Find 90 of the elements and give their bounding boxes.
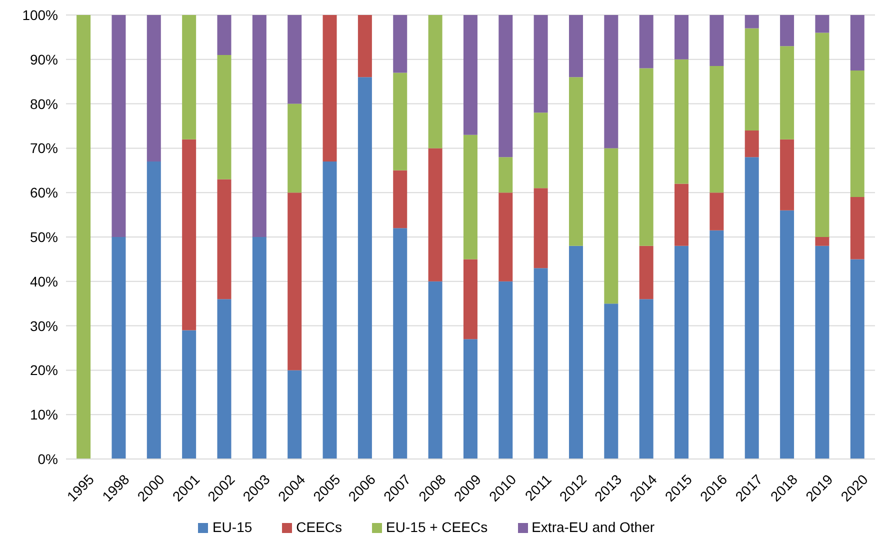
bar bbox=[217, 179, 232, 300]
bar bbox=[534, 268, 548, 459]
bar bbox=[568, 246, 583, 459]
bar bbox=[112, 15, 126, 237]
bar bbox=[288, 192, 302, 370]
bar bbox=[710, 66, 724, 193]
bar bbox=[780, 46, 794, 140]
bar bbox=[710, 192, 724, 230]
bar bbox=[639, 68, 654, 246]
bar bbox=[604, 148, 618, 304]
bar bbox=[252, 237, 266, 459]
legend-label: EU-15 + CEECs bbox=[386, 519, 488, 535]
y-tick-label: 80% bbox=[30, 96, 58, 112]
bar bbox=[393, 228, 408, 459]
y-tick-label: 0% bbox=[38, 450, 58, 467]
bar bbox=[393, 72, 408, 170]
bar bbox=[322, 15, 337, 162]
bar bbox=[393, 170, 408, 228]
bar bbox=[358, 77, 372, 459]
bar bbox=[76, 15, 91, 459]
bar bbox=[217, 54, 232, 180]
bar bbox=[498, 281, 513, 459]
bar bbox=[288, 104, 302, 193]
y-tick-label: 50% bbox=[30, 228, 58, 245]
bar bbox=[393, 15, 408, 73]
bar bbox=[322, 162, 337, 459]
bar bbox=[182, 139, 196, 330]
y-tick-label: 30% bbox=[30, 318, 58, 334]
bar bbox=[815, 246, 830, 459]
bar bbox=[534, 112, 548, 188]
y-tick-label: 100% bbox=[22, 6, 58, 23]
bar bbox=[146, 15, 161, 162]
bar bbox=[288, 15, 302, 104]
bar bbox=[744, 15, 759, 28]
bar bbox=[112, 237, 126, 459]
bar bbox=[780, 210, 794, 459]
bar bbox=[146, 162, 161, 459]
bar bbox=[780, 139, 794, 210]
bar bbox=[815, 237, 830, 246]
legend-label: CEECs bbox=[296, 519, 342, 535]
bar bbox=[780, 15, 794, 46]
bar bbox=[534, 188, 548, 268]
bar bbox=[428, 148, 442, 282]
bar bbox=[288, 370, 302, 459]
bar bbox=[534, 15, 548, 113]
y-tick-label: 60% bbox=[30, 184, 58, 201]
bar bbox=[744, 157, 759, 459]
bar bbox=[850, 70, 864, 198]
y-tick-label: 20% bbox=[30, 362, 58, 378]
bar bbox=[674, 246, 689, 459]
y-tick-label: 10% bbox=[30, 406, 58, 423]
bar bbox=[850, 259, 864, 459]
bar bbox=[182, 330, 196, 459]
legend-label: Extra-EU and Other bbox=[532, 519, 655, 535]
bar bbox=[463, 259, 478, 340]
bar bbox=[498, 192, 513, 282]
bar bbox=[182, 15, 196, 140]
bar bbox=[428, 281, 442, 459]
bar bbox=[639, 246, 654, 300]
bar bbox=[710, 230, 724, 459]
bar bbox=[674, 59, 689, 184]
bar bbox=[674, 15, 689, 60]
y-tick-label: 40% bbox=[30, 273, 58, 290]
bar bbox=[217, 299, 232, 459]
bar bbox=[639, 15, 654, 68]
bar bbox=[252, 15, 266, 237]
bar bbox=[815, 15, 830, 33]
bar bbox=[568, 77, 583, 246]
bar bbox=[639, 299, 654, 459]
bar bbox=[498, 157, 513, 193]
bar bbox=[604, 304, 618, 459]
bar bbox=[850, 197, 864, 260]
legend-label: EU-15 bbox=[212, 519, 252, 535]
bar bbox=[850, 15, 864, 70]
bar bbox=[463, 134, 478, 260]
y-tick-label: 90% bbox=[30, 51, 58, 68]
bar bbox=[604, 15, 618, 148]
bar bbox=[358, 15, 372, 78]
bar bbox=[710, 15, 724, 66]
bar bbox=[744, 28, 759, 130]
bar bbox=[744, 130, 759, 158]
bar bbox=[498, 15, 513, 158]
bar bbox=[463, 339, 478, 459]
bar bbox=[815, 32, 830, 237]
bar bbox=[463, 15, 478, 135]
bar bbox=[674, 184, 689, 246]
y-tick-label: 70% bbox=[30, 140, 58, 156]
bar bbox=[428, 15, 442, 148]
bar bbox=[217, 15, 232, 55]
bar bbox=[568, 15, 583, 78]
